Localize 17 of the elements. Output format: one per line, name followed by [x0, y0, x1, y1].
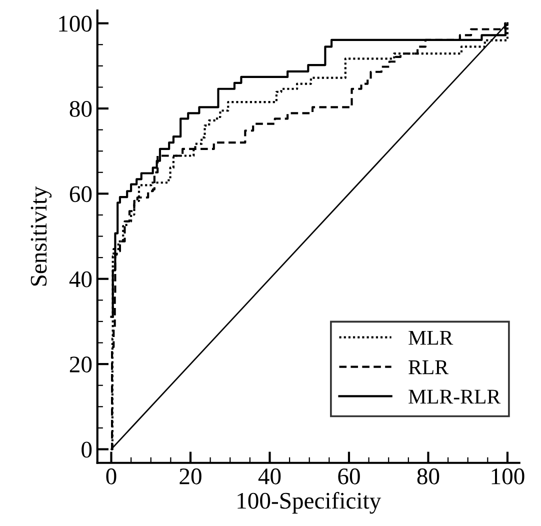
y-tick-label: 80 — [70, 100, 92, 117]
y-tick-label: 60 — [70, 186, 92, 202]
y-axis-title: Sensitivity — [30, 186, 52, 286]
x-tick-label: 0 — [106, 468, 116, 484]
legend-label: MLR-RLR — [408, 390, 501, 404]
legend-label: MLR — [408, 330, 454, 345]
x-tick-label: 100 — [492, 468, 524, 484]
x-axis-title: 100-Specificity — [238, 492, 382, 514]
y-tick-label: 0 — [82, 442, 92, 458]
x-tick-label: 60 — [338, 468, 360, 484]
legend-label: RLR — [408, 360, 448, 374]
y-tick-label: 20 — [70, 356, 92, 372]
y-tick-label: 100 — [59, 16, 92, 32]
x-tick-label: 20 — [180, 468, 202, 484]
x-tick-label: 80 — [417, 468, 440, 484]
x-tick-label: 40 — [258, 468, 281, 484]
y-tick-label: 40 — [69, 271, 92, 288]
